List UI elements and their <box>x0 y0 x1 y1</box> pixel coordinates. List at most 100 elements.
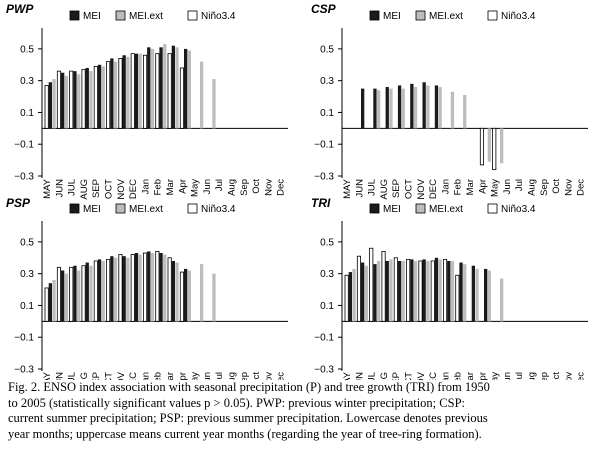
x-tick-label: Nov <box>563 372 574 380</box>
x-tick-label: Jan <box>140 179 151 194</box>
bar-nio34-jul <box>369 247 374 322</box>
y-tick-label: 0.5 <box>20 44 34 55</box>
legend-label: Niño3.4 <box>201 11 236 22</box>
bar-meiext-may <box>200 61 204 129</box>
legend-label: Niño3.4 <box>501 11 536 22</box>
legend-swatch <box>415 10 426 21</box>
bar-meiext-nov <box>426 85 430 129</box>
x-tick-label: Mar <box>165 179 176 195</box>
x-tick-label: SEP <box>91 372 102 380</box>
bar-nio34-aug <box>381 251 386 322</box>
x-tick-label: Jul <box>214 179 225 191</box>
bar-nio34-jul <box>69 70 74 129</box>
bar-mei-oct <box>110 58 114 129</box>
x-tick-label: SEP <box>91 179 102 198</box>
legend-swatch <box>69 10 80 21</box>
y-tick-label: 0.3 <box>20 76 34 87</box>
x-tick-label: Apr <box>177 372 188 380</box>
bar-mei-jul <box>373 264 377 322</box>
bar-meiext-sep <box>101 66 105 129</box>
bar-meiext-jul <box>377 260 381 322</box>
bar-mei-oct <box>110 256 114 322</box>
legend-label: MEI <box>383 204 401 215</box>
bar-mei-dec <box>434 257 439 322</box>
bar-nio34-may <box>44 287 49 322</box>
x-tick-label: DEC <box>428 372 439 380</box>
bar-nio34-dec <box>130 254 135 322</box>
panel-title: CSP <box>311 2 337 16</box>
legend-swatch <box>115 203 126 214</box>
x-tick-label: Jul <box>514 372 525 380</box>
x-tick-label: Oct <box>251 372 262 380</box>
x-tick-label: Nov <box>263 372 274 380</box>
legend-label: MEI.ext <box>129 11 163 22</box>
bar-meiext-jan <box>150 253 155 322</box>
x-tick-label: Apr <box>477 179 488 194</box>
panel-title: PSP <box>6 196 31 210</box>
x-tick-label: May <box>190 179 201 197</box>
bar-nio34-oct <box>406 258 411 322</box>
y-tick-label: 0.5 <box>20 237 34 248</box>
bar-mei-sep <box>97 64 102 129</box>
y-tick-label: 0.5 <box>320 44 334 55</box>
bar-meiext-dec <box>138 53 142 129</box>
x-tick-label: Dec <box>276 372 287 380</box>
y-tick-label: 0.1 <box>20 108 34 119</box>
x-tick-label: NOV <box>416 178 427 199</box>
x-tick-label: MAY <box>42 371 53 380</box>
x-tick-label: JUL <box>367 179 378 196</box>
bar-nio34-may <box>44 85 49 129</box>
legend-swatch <box>487 10 498 21</box>
bar-meiext-mar <box>175 262 179 322</box>
bar-meiext-feb <box>163 44 167 129</box>
bar-meiext-nov <box>126 257 130 322</box>
bar-mei-jan <box>147 47 151 129</box>
bar-meiext-jul <box>77 74 81 129</box>
chart-panel-pwp: PWP MEI MEI.ext Niño3.4 0.5 0.3 0.1 −0.1 −0.3 MAY… <box>6 2 288 200</box>
x-tick-label: JUN <box>54 179 65 198</box>
x-tick-label: OCT <box>404 179 415 199</box>
x-tick-label: OCT <box>104 179 115 199</box>
x-tick-label: Jan <box>440 179 451 194</box>
caption-line-4: year months; uppercase means current yea… <box>8 426 482 441</box>
bar-mei-dec <box>434 85 439 129</box>
panel-title: PWP <box>6 2 34 16</box>
bar-nio34-feb <box>155 251 160 322</box>
bar-nio34-sep <box>93 260 98 322</box>
caption-line-1: Fig. 2. ENSO index association with seas… <box>8 380 490 394</box>
bar-nio34-oct <box>106 258 111 322</box>
bar-meiext-may <box>500 128 504 164</box>
bar-nio34-nov <box>118 254 123 322</box>
bar-meiext-dec <box>438 87 442 129</box>
bar-mei-jan <box>447 260 451 322</box>
x-tick-label: JUN <box>354 179 365 198</box>
bar-mei-may <box>348 272 352 322</box>
bar-mei-aug <box>385 260 389 322</box>
bar-mei-oct <box>410 83 414 129</box>
bar-mei-dec <box>134 53 139 129</box>
x-tick-label: DEC <box>428 179 439 199</box>
y-tick-label: −0.1 <box>14 333 34 344</box>
bar-nio34-jan <box>142 252 148 322</box>
bar-nio34-apr <box>479 127 484 166</box>
x-tick-label: Aug <box>227 179 238 196</box>
bar-meiext-oct <box>113 61 118 129</box>
bar-mei-aug <box>85 67 89 129</box>
y-tick-label: 0.1 <box>320 108 334 119</box>
bar-meiext-sep <box>401 88 405 129</box>
bar-mei-oct <box>410 259 414 322</box>
bar-nio34-jun <box>56 266 61 322</box>
bar-meiext-may <box>352 268 356 322</box>
bar-nio34-feb <box>155 53 160 129</box>
x-tick-label: Aug <box>227 372 238 380</box>
x-tick-label: Apr <box>477 372 488 380</box>
y-tick-label: 0.3 <box>320 269 334 280</box>
x-tick-label: Aug <box>527 179 538 196</box>
bar-nio34-mar <box>167 53 172 129</box>
bar-nio34-sep <box>93 65 98 129</box>
legend-label: MEI <box>83 11 101 22</box>
bar-meiext-apr <box>187 50 191 129</box>
legend-label: MEI.ext <box>429 204 463 215</box>
bar-meiext-feb <box>463 94 467 129</box>
bar-meiext-apr <box>487 128 491 162</box>
